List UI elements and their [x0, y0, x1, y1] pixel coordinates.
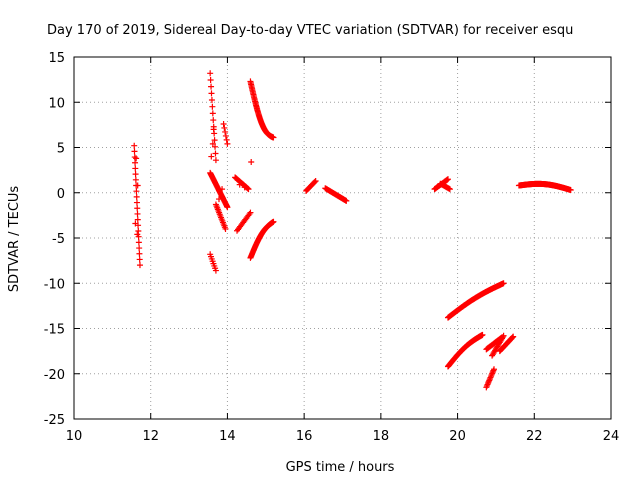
data-point	[131, 154, 138, 161]
data-point	[134, 210, 141, 217]
data-points	[131, 70, 574, 391]
data-point	[209, 110, 216, 117]
data-point	[222, 225, 229, 232]
data-point	[215, 196, 222, 203]
data-point	[207, 76, 214, 83]
x-tick-label: 18	[373, 429, 390, 444]
y-axis-label: SDTVAR / TECUs	[7, 186, 22, 293]
data-point	[133, 199, 140, 206]
x-tick-label: 14	[219, 429, 236, 444]
data-point	[446, 186, 453, 193]
x-tick-label: 12	[142, 429, 159, 444]
data-point	[241, 184, 248, 191]
data-point	[132, 165, 139, 172]
y-tick-label: 5	[57, 142, 65, 157]
data-point	[312, 177, 319, 184]
data-point	[132, 159, 139, 166]
x-tick-label: 22	[526, 429, 543, 444]
data-point	[500, 332, 507, 339]
data-point	[136, 256, 143, 263]
data-point	[134, 205, 141, 212]
data-point	[508, 335, 515, 342]
data-point	[136, 262, 143, 269]
data-point	[136, 245, 143, 252]
data-point	[134, 182, 141, 189]
data-point	[236, 181, 243, 188]
x-tick-label: 24	[603, 429, 620, 444]
data-point	[567, 187, 574, 194]
data-point	[311, 178, 318, 185]
data-point	[247, 209, 254, 216]
y-tick-label: 15	[48, 51, 65, 66]
data-point	[343, 197, 350, 204]
data-point	[134, 216, 141, 223]
grid	[74, 57, 611, 419]
data-point	[210, 126, 217, 133]
y-tick-label: -5	[52, 232, 65, 247]
data-point	[246, 211, 253, 218]
chart-title: Day 170 of 2019, Sidereal Day-to-day VTE…	[47, 23, 573, 38]
data-point	[211, 137, 218, 144]
data-point	[224, 140, 231, 147]
data-point	[133, 193, 140, 200]
data-point	[209, 103, 216, 110]
data-point	[208, 90, 215, 97]
data-point	[136, 250, 143, 257]
x-axis-label: GPS time / hours	[286, 460, 395, 475]
data-point	[270, 218, 277, 225]
data-point	[509, 334, 516, 341]
data-point	[499, 334, 506, 341]
data-point	[223, 136, 230, 143]
data-point	[510, 333, 517, 340]
data-point	[208, 153, 215, 160]
data-point	[212, 157, 219, 164]
data-point	[479, 331, 486, 338]
data-point	[132, 176, 139, 183]
data-point	[212, 267, 219, 274]
x-tick-label: 10	[66, 429, 83, 444]
y-tick-label: -25	[44, 413, 65, 428]
data-point	[131, 148, 138, 155]
data-point	[224, 204, 231, 211]
data-point	[135, 228, 142, 235]
y-tick-label: -15	[44, 323, 65, 338]
data-point	[219, 186, 226, 193]
y-axis-ticks: 15 10 5 0 -5 -10 -15 -20 -25	[44, 51, 611, 428]
y-tick-label: 10	[48, 96, 65, 111]
data-point	[133, 155, 140, 162]
data-point	[444, 176, 451, 183]
data-point	[244, 185, 251, 192]
y-tick-label: -10	[44, 277, 65, 292]
data-point	[134, 231, 141, 238]
data-point	[221, 124, 228, 131]
data-point	[209, 140, 216, 147]
data-point	[270, 134, 277, 141]
data-point	[212, 150, 219, 157]
x-axis-ticks: 10 12 14 16 18 20 22 24	[66, 57, 620, 444]
data-point	[132, 171, 139, 178]
x-tick-label: 20	[449, 429, 466, 444]
data-point	[207, 70, 214, 77]
data-point	[132, 220, 139, 227]
y-tick-label: -20	[44, 368, 65, 383]
x-tick-label: 16	[296, 429, 313, 444]
y-tick-label: 0	[57, 187, 65, 202]
data-point	[131, 142, 138, 149]
data-point	[135, 239, 142, 246]
data-point	[220, 120, 227, 127]
data-point	[491, 366, 498, 373]
data-point	[133, 188, 140, 195]
data-point	[222, 128, 229, 135]
data-point	[248, 158, 255, 165]
data-point	[222, 132, 229, 139]
data-point	[208, 97, 215, 104]
data-point	[208, 83, 215, 90]
data-point	[245, 186, 252, 193]
data-point	[210, 117, 217, 124]
data-point	[500, 280, 507, 287]
